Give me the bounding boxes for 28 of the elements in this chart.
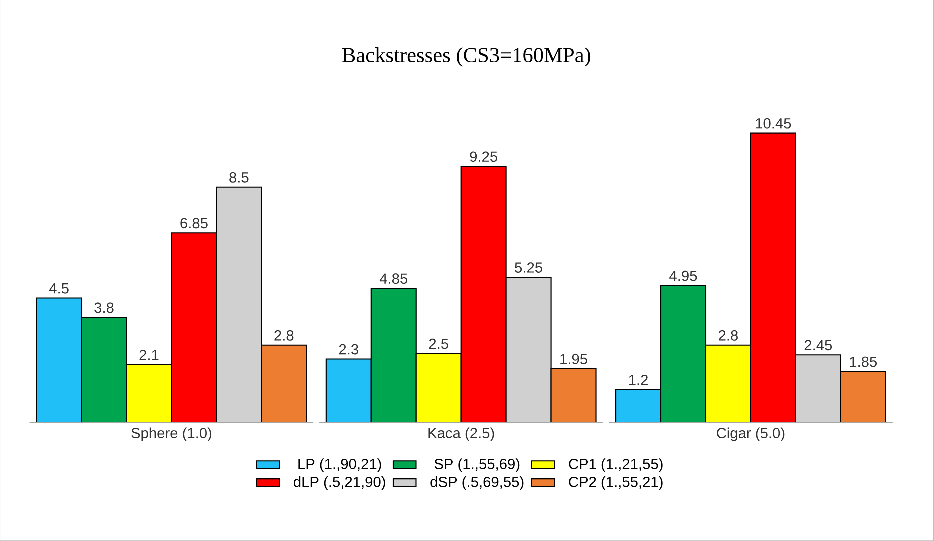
data-label: 8.5 xyxy=(230,172,249,183)
data-label: 2.8 xyxy=(719,330,738,341)
legend-label: dLP (.5,21,90) xyxy=(294,476,386,490)
data-label: 2.8 xyxy=(274,330,294,341)
x-tick-label: Sphere (1.0) xyxy=(132,428,212,442)
legend-label: CP2 (1.,55,21) xyxy=(569,476,663,490)
x-tick-label: Cigar (5.0) xyxy=(717,428,785,442)
data-label: 2.1 xyxy=(140,350,159,360)
legend-label: dSP (.5,69,55) xyxy=(430,476,524,490)
legend-label: SP (1.,55,69) xyxy=(434,458,520,472)
data-label: 4.5 xyxy=(49,283,69,294)
data-label: 2.3 xyxy=(339,344,358,355)
x-tick-label: Kaca (2.5) xyxy=(428,428,494,442)
chart-title: Backstresses (CS3=160MPa) xyxy=(342,47,590,67)
legend-label: CP1 (1.,21,55) xyxy=(569,458,663,472)
data-label: 2.45 xyxy=(804,340,832,350)
data-label: 1.85 xyxy=(850,356,878,368)
data-label: 4.85 xyxy=(380,274,408,284)
data-label: 2.5 xyxy=(429,338,448,350)
data-label: 4.95 xyxy=(670,270,698,282)
data-label: 1.2 xyxy=(629,374,648,386)
data-label: 3.8 xyxy=(94,302,114,314)
data-label: 5.25 xyxy=(515,262,542,273)
data-label: 6.85 xyxy=(180,218,208,228)
legend-label: LP (1.,90,21) xyxy=(298,458,382,472)
data-label: 1.95 xyxy=(560,354,588,364)
data-label: 10.45 xyxy=(756,118,792,129)
data-label: 9.25 xyxy=(470,152,498,162)
